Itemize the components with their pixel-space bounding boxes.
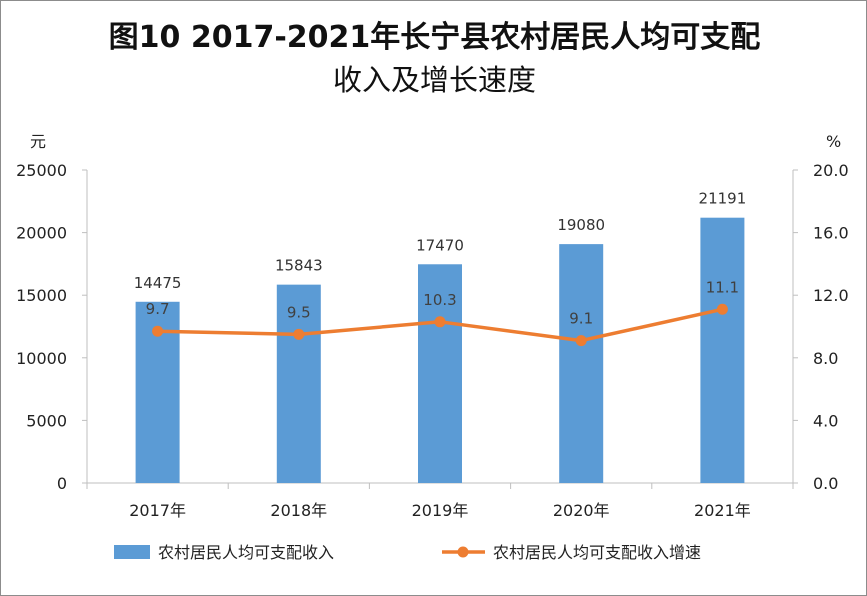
growth-point (716, 303, 728, 315)
right-tick-label: 20.0 (813, 161, 849, 180)
growth-point (434, 316, 446, 328)
legend-line-label: 农村居民人均可支配收入增速 (493, 543, 701, 562)
chart-title-line1: 图10 2017-2021年长宁县农村居民人均可支配 (108, 20, 761, 55)
growth-point-label: 10.3 (423, 291, 456, 309)
chart-title: 图10 2017-2021年长宁县农村居民人均可支配 收入及增长速度 (1, 17, 867, 101)
left-tick-label: 0 (57, 474, 67, 493)
income-bar (276, 284, 321, 483)
growth-point (293, 328, 305, 340)
income-bar-label: 15843 (275, 257, 323, 275)
x-tick-label: 2019年 (412, 501, 469, 520)
x-tick-label: 2020年 (553, 501, 610, 520)
left-axis-unit: 元 (30, 132, 46, 151)
x-tick-label: 2017年 (129, 501, 186, 520)
income-bar (700, 217, 745, 484)
income-bar (559, 244, 604, 483)
legend-line-marker (457, 546, 469, 558)
income-bar (418, 264, 462, 483)
right-tick-label: 12.0 (813, 286, 849, 305)
left-tick-label: 15000 (16, 286, 67, 305)
growth-point-label: 11.1 (706, 278, 739, 296)
x-tick-label: 2018年 (270, 501, 327, 520)
left-tick-label: 5000 (26, 411, 67, 430)
right-tick-label: 8.0 (813, 349, 838, 368)
left-tick-label: 20000 (16, 224, 67, 243)
income-bar-label: 21191 (699, 190, 747, 208)
growth-point-label: 9.7 (146, 300, 170, 318)
left-tick-label: 10000 (16, 349, 67, 368)
income-bar-label: 14475 (134, 274, 182, 292)
right-tick-label: 4.0 (813, 411, 838, 430)
growth-point-label: 9.1 (569, 310, 593, 328)
x-tick-label: 2021年 (694, 501, 751, 520)
income-bar-label: 19080 (557, 216, 605, 234)
legend-bar-swatch (114, 545, 150, 559)
chart-title-line2: 收入及增长速度 (332, 63, 536, 97)
income-bar-label: 17470 (416, 236, 464, 254)
right-tick-label: 0.0 (813, 474, 838, 493)
growth-point (152, 325, 164, 337)
growth-point-label: 9.5 (287, 303, 311, 321)
right-axis-unit: % (826, 132, 841, 151)
right-tick-label: 16.0 (813, 224, 849, 243)
left-tick-label: 25000 (16, 161, 67, 180)
growth-point (575, 335, 587, 347)
legend-bar-label: 农村居民人均可支配收入 (158, 543, 334, 562)
